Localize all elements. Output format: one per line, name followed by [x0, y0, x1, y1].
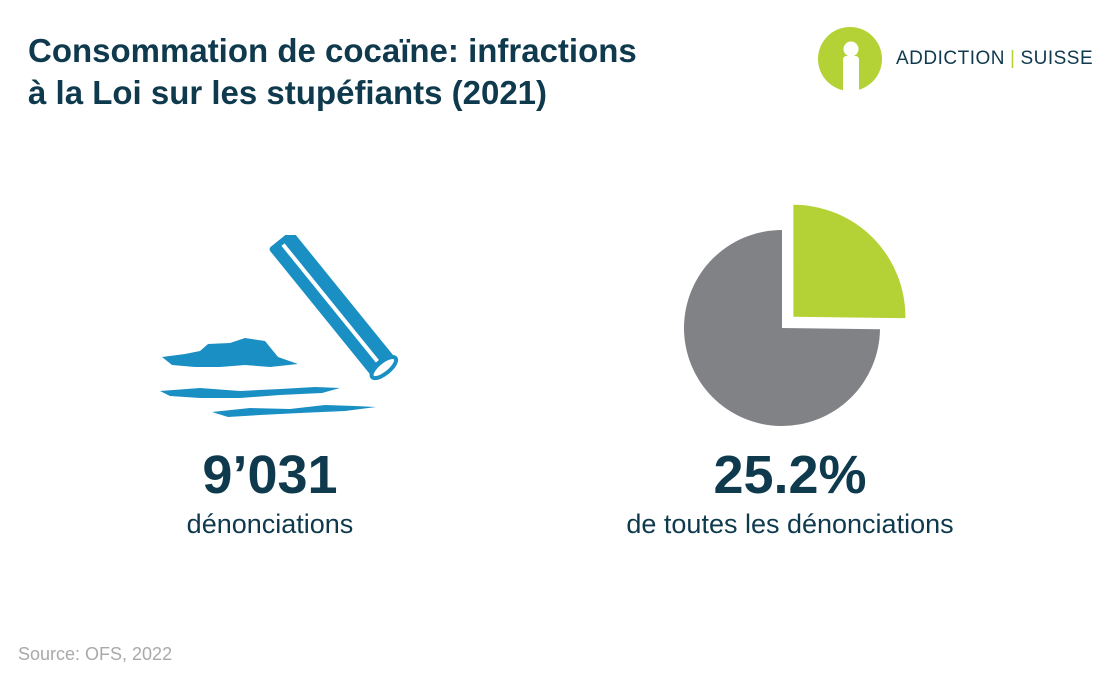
pie-slice-cocaine — [793, 204, 906, 319]
pie-chart — [684, 204, 906, 426]
source-note: Source: OFS, 2022 — [18, 644, 173, 664]
logo-word-addiction: ADDICTION — [896, 48, 1005, 69]
title-line-1: Consommation de cocaïne: infractions — [28, 32, 637, 69]
stat-denunciations-value: 9’031 — [202, 445, 338, 505]
stat-denunciations-label: dénonciations — [186, 509, 354, 539]
page-title: Consommation de cocaïne: infractions à l… — [28, 30, 788, 114]
addiction-suisse-logo: ADDICTION | SUISSE — [818, 27, 1093, 91]
title-line-2: à la Loi sur les stupéfiants (2021) — [28, 74, 548, 111]
stat-share-label: de toutes les dénonciations — [626, 509, 954, 539]
logo-word-suisse: SUISSE — [1020, 48, 1093, 69]
stat-denunciations: 9’031 dénonciations — [120, 443, 420, 541]
stat-share: 25.2% de toutes les dénonciations — [560, 443, 1020, 541]
stat-share-value: 25.2% — [713, 445, 867, 505]
pie-slice-other — [684, 230, 880, 426]
person-circle-logo-icon — [818, 27, 882, 91]
logo-separator: | — [1010, 48, 1016, 69]
cocaine-lines-straw-icon — [160, 235, 399, 417]
logo-text: ADDICTION | SUISSE — [896, 48, 1093, 70]
